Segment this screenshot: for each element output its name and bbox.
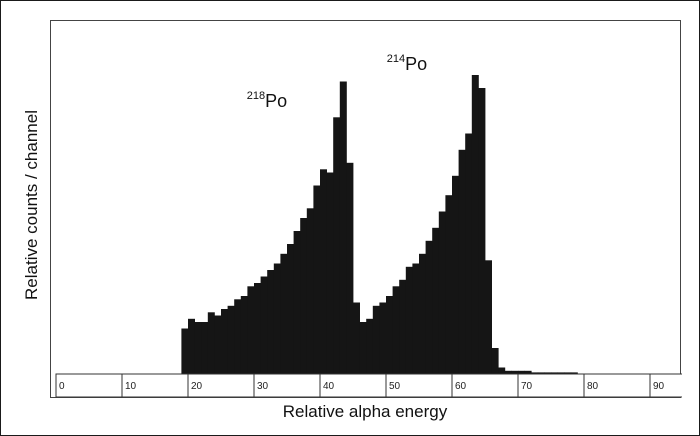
histogram-bar [379, 302, 387, 374]
histogram-bar [207, 312, 215, 375]
histogram-bar [201, 322, 209, 374]
histogram-bar [247, 286, 255, 375]
peak-label-218po: 218Po [247, 90, 287, 112]
histogram-bar [293, 231, 301, 374]
x-tick-label: 10 [125, 381, 137, 392]
histogram-bar [240, 296, 248, 374]
x-tick-label: 60 [455, 381, 467, 392]
peak-label-218po-element: Po [265, 91, 288, 111]
histogram-bar [478, 88, 486, 374]
histogram-bar [214, 315, 222, 374]
histogram-bar [458, 149, 466, 374]
x-tick-label: 90 [653, 381, 665, 392]
x-axis-label: Relative alpha energy [282, 402, 448, 421]
histogram-bar [570, 372, 578, 374]
histogram-bar [227, 305, 235, 375]
histogram-bar [339, 81, 347, 374]
histogram-bar [518, 370, 525, 375]
histogram-bar [181, 328, 189, 374]
histogram-bar [412, 263, 420, 374]
histogram-bar [267, 270, 275, 374]
histogram-bar [524, 370, 532, 375]
histogram-bar [537, 372, 545, 374]
x-tick-label: 0 [59, 381, 65, 392]
histogram-bar [254, 283, 261, 374]
histogram-bar [425, 240, 433, 375]
peak-label-218po-mass: 218 [246, 90, 266, 102]
histogram-bar [452, 175, 459, 375]
histogram-bar [326, 172, 334, 374]
histogram-bar [386, 296, 393, 374]
histogram-bar [557, 372, 565, 374]
x-tick-label: 50 [389, 381, 401, 392]
peak-label-214po-mass: 214 [386, 53, 406, 65]
histogram-bar [234, 299, 242, 375]
x-tick-label: 80 [587, 381, 599, 392]
histogram: 0 10 20 30 40 50 60 70 80 90 [55, 75, 682, 398]
histogram-bar [359, 322, 367, 374]
histogram-bar [280, 253, 288, 375]
histogram-bar [320, 169, 327, 375]
histogram-bar [405, 266, 413, 375]
histogram-bar [485, 260, 492, 375]
histogram-bar [399, 279, 407, 375]
histogram-bar [221, 309, 228, 374]
histogram-bar [366, 318, 374, 375]
histogram-bar [260, 276, 268, 374]
histogram-bars [181, 75, 578, 375]
histogram-bar [353, 302, 360, 374]
histogram-bar [306, 208, 314, 375]
histogram-bar [273, 263, 281, 374]
histogram-bar [498, 367, 506, 374]
plot-area: 0 10 20 30 40 50 60 70 80 90 [50, 20, 682, 398]
histogram-bar [511, 370, 519, 375]
histogram-bar [438, 211, 446, 374]
histogram-bar [551, 372, 558, 374]
histogram-bar [392, 286, 400, 375]
histogram-bar [300, 218, 308, 374]
x-tick-label: 30 [257, 381, 269, 392]
histogram-bar [419, 253, 426, 375]
histogram-bar [194, 322, 202, 374]
histogram-bar [333, 117, 341, 375]
histogram-bar [372, 305, 380, 375]
histogram-bar [564, 372, 572, 374]
histogram-bar [544, 372, 552, 374]
histogram-bar [287, 244, 294, 374]
histogram-bar [313, 185, 321, 374]
y-axis-label: Relative counts / channel [22, 110, 41, 300]
x-tick-label: 20 [191, 381, 203, 392]
histogram-bar [188, 318, 195, 375]
histogram-bar [465, 133, 473, 374]
histogram-bar [531, 372, 539, 374]
histogram-bar [432, 227, 440, 375]
peak-label-214po: 214Po [387, 53, 427, 75]
histogram-bar [491, 348, 499, 374]
energy-axis: 0 10 20 30 40 50 60 70 80 90 [55, 373, 682, 398]
histogram-bar [471, 75, 479, 374]
peak-label-214po-element: Po [405, 54, 428, 74]
histogram-bar [346, 162, 354, 375]
x-tick-label: 40 [323, 381, 335, 392]
x-tick-label: 70 [521, 381, 533, 392]
histogram-bar [445, 195, 453, 374]
histogram-bar [504, 370, 512, 375]
